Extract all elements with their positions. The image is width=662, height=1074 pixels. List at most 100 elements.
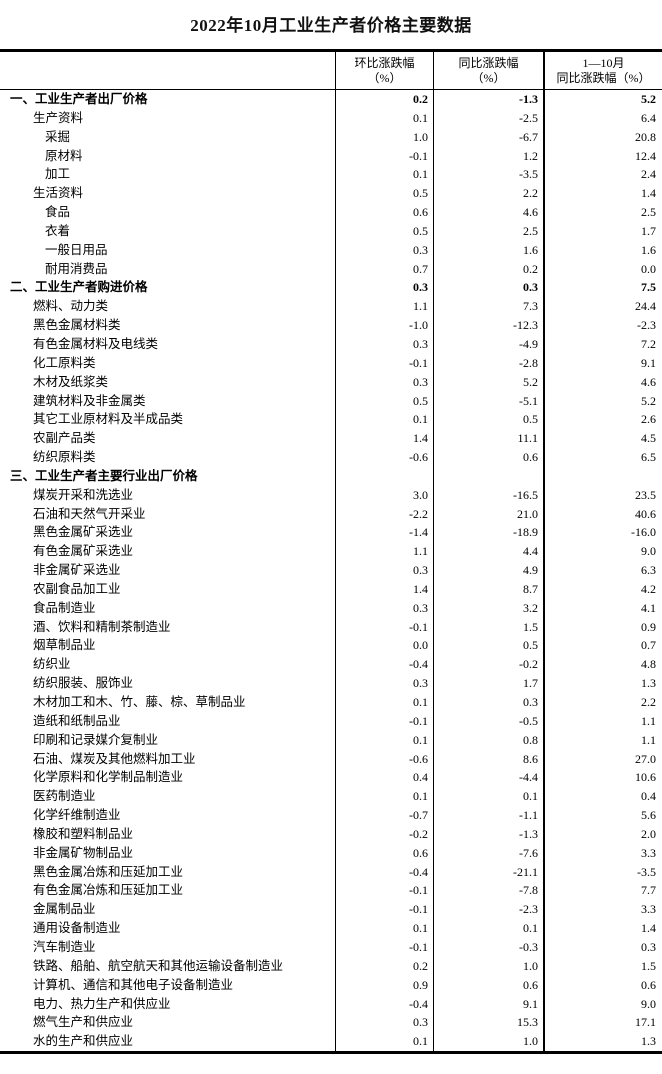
cell-mom: 0.3 [335,1013,433,1033]
cell-yoy: 1.5 [433,617,543,637]
cell-mom: 0.3 [335,598,433,618]
row-label: 采掘 [45,129,71,144]
row-label: 计算机、通信和其他电子设备制造业 [33,977,234,992]
table-row: 酒、饮料和精制茶制造业 -0.1 1.5 0.9 [0,617,662,637]
cell-mom: 0.0 [335,636,433,656]
cell-mom: -0.4 [335,655,433,675]
header-mom-line2: （%） [367,70,402,85]
table-row: 金属制品业 -0.1 -2.3 3.3 [0,900,662,920]
table-row: 化工原料类 -0.1 -2.8 9.1 [0,353,662,373]
cell-mom [335,466,433,486]
table-row: 计算机、通信和其他电子设备制造业 0.9 0.6 0.6 [0,975,662,995]
row-label: 纺织业 [33,657,71,672]
cell-ytd: 0.0 [543,259,662,279]
row-label: 电力、热力生产和供应业 [33,996,171,1011]
cell-yoy: 1.6 [433,240,543,260]
table-row: 黑色金属材料类 -1.0 -12.3 -2.3 [0,316,662,335]
table-row: 木材及纸浆类 0.3 5.2 4.6 [0,372,662,392]
cell-yoy: 0.5 [433,636,543,656]
table-row: 纺织原料类 -0.6 0.6 6.5 [0,448,662,467]
cell-mom: -0.2 [335,824,433,844]
cell-yoy: 2.2 [433,184,543,204]
row-label: 生活资料 [33,186,84,201]
row-label: 燃气生产和供应业 [33,1015,134,1030]
cell-ytd: 0.7 [543,636,662,656]
cell-mom: -0.1 [335,881,433,901]
table-row: 有色金属矿采选业 1.1 4.4 9.0 [0,542,662,562]
table-row: 燃料、动力类 1.1 7.3 24.4 [0,297,662,317]
table-body: 一、工业生产者出厂价格 0.2 -1.3 5.2 生产资料 0.1 -2.5 6.4 采掘 1.0… [0,90,662,1052]
cell-ytd: 7.7 [543,881,662,901]
row-label: 有色金属矿采选业 [33,544,134,559]
table-row: 有色金属冶炼和压延加工业 -0.1 -7.8 7.7 [0,881,662,901]
row-label: 纺织服装、服饰业 [33,676,134,691]
header-yoy-line1: 同比涨跌幅 [458,55,519,70]
cell-mom: 0.9 [335,975,433,995]
row-label: 衣着 [45,223,71,238]
row-label: 有色金属材料及电线类 [33,336,159,351]
table-row: 石油和天然气开采业 -2.2 21.0 40.6 [0,504,662,524]
cell-ytd: 0.3 [543,937,662,957]
row-label: 酒、饮料和精制茶制造业 [33,619,171,634]
cell-ytd: 1.3 [543,674,662,693]
cell-ytd: 9.0 [543,542,662,562]
cell-ytd: 9.0 [543,994,662,1014]
table-row: 黑色金属冶炼和压延加工业 -0.4 -21.1 -3.5 [0,862,662,882]
cell-mom: -0.4 [335,994,433,1014]
table-row: 建筑材料及非金属类 0.5 -5.1 5.2 [0,391,662,411]
cell-yoy: 0.1 [433,787,543,807]
row-label: 黑色金属材料类 [33,318,121,333]
cell-yoy: -2.8 [433,353,543,373]
cell-ytd: 1.7 [543,221,662,241]
cell-mom: 0.4 [335,768,433,788]
table-row: 电力、热力生产和供应业 -0.4 9.1 9.0 [0,994,662,1014]
row-label: 黑色金属矿采选业 [33,525,134,540]
cell-ytd: 1.4 [543,919,662,938]
cell-mom: 0.3 [335,372,433,392]
cell-mom: 1.4 [335,579,433,599]
page-title: 2022年10月工业生产者价格主要数据 [190,16,472,35]
cell-ytd: 12.4 [543,146,662,166]
row-label: 一、工业生产者出厂价格 [10,92,148,106]
table-row: 橡胶和塑料制品业 -0.2 -1.3 2.0 [0,824,662,844]
cell-mom: 0.3 [335,240,433,260]
row-label: 食品 [45,205,71,220]
table-row: 采掘 1.0 -6.7 20.8 [0,127,662,147]
cell-ytd: 2.5 [543,203,662,222]
cell-yoy: 21.0 [433,504,543,524]
table-row: 农副食品加工业 1.4 8.7 4.2 [0,579,662,599]
cell-yoy: 3.2 [433,598,543,618]
cell-yoy: -16.5 [433,485,543,505]
row-label: 一般日用品 [45,242,108,257]
row-label: 食品制造业 [33,600,96,615]
cell-yoy: 8.7 [433,579,543,599]
cell-yoy: 8.6 [433,749,543,769]
table-row: 有色金属材料及电线类 0.3 -4.9 7.2 [0,334,662,354]
table-row: 非金属矿采选业 0.3 4.9 6.3 [0,561,662,580]
cell-mom: -0.7 [335,806,433,825]
cell-ytd: -3.5 [543,862,662,882]
cell-yoy: 1.0 [433,956,543,976]
cell-mom: 0.5 [335,391,433,411]
row-label: 烟草制品业 [33,638,96,653]
cell-yoy [433,466,543,486]
table-row: 纺织业 -0.4 -0.2 4.8 [0,655,662,675]
cell-yoy: -4.4 [433,768,543,788]
cell-mom: 3.0 [335,485,433,505]
cell-ytd: 27.0 [543,749,662,769]
cell-yoy: 4.9 [433,561,543,580]
cell-ytd: 20.8 [543,127,662,147]
cell-ytd: 24.4 [543,297,662,317]
cell-ytd: -2.3 [543,316,662,335]
cell-mom: 1.1 [335,542,433,562]
cell-yoy: -0.5 [433,711,543,731]
cell-ytd: 40.6 [543,504,662,524]
cell-mom: -0.1 [335,937,433,957]
table-row: 医药制造业 0.1 0.1 0.4 [0,787,662,807]
cell-mom: -1.0 [335,316,433,335]
cell-ytd: 5.2 [543,391,662,411]
row-label: 二、工业生产者购进价格 [10,280,148,295]
cell-ytd: 4.6 [543,372,662,392]
table-row: 黑色金属矿采选业 -1.4 -18.9 -16.0 [0,523,662,543]
cell-mom: -0.1 [335,353,433,373]
